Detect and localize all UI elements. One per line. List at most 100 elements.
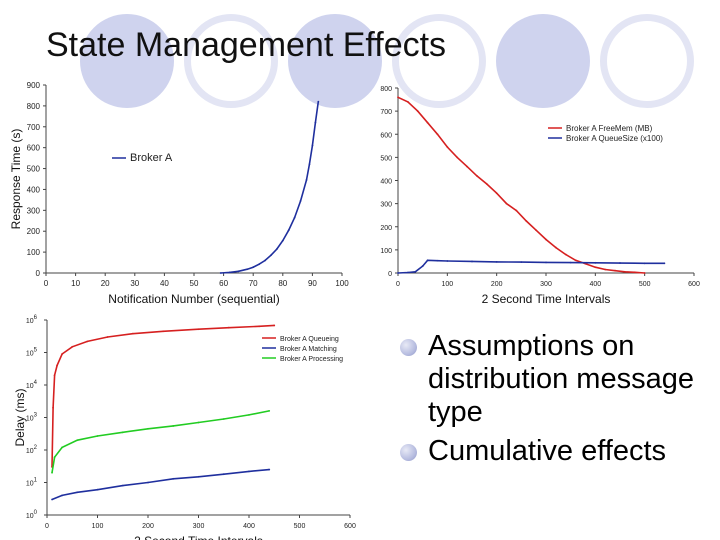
- x-tick-label: 100: [441, 281, 453, 288]
- data-point: [619, 262, 621, 264]
- data-point: [314, 121, 317, 124]
- data-point: [131, 332, 134, 335]
- y-tick-label: 0: [388, 271, 392, 278]
- data-point: [476, 174, 478, 177]
- x-tick-label: 80: [278, 279, 287, 288]
- x-tick-label: 300: [193, 523, 205, 530]
- y-tick-label: 600: [27, 144, 41, 153]
- data-point: [397, 272, 399, 274]
- x-tick-label: 500: [294, 523, 306, 530]
- y-tick-label: 102: [26, 445, 38, 455]
- data-point: [197, 328, 200, 331]
- x-axis-label: 2 Second Time Intervals: [134, 534, 263, 540]
- data-point: [222, 473, 225, 476]
- data-point: [633, 271, 636, 274]
- data-point: [554, 246, 557, 249]
- x-axis-label: Notification Number (sequential): [108, 292, 279, 306]
- data-point: [317, 100, 320, 103]
- data-point: [76, 491, 79, 494]
- data-point: [219, 272, 222, 274]
- y-tick-label: 0: [36, 269, 41, 278]
- series-line: [51, 468, 270, 501]
- y-tick-exponent: 5: [34, 348, 38, 354]
- decor-ring-2: [392, 14, 486, 108]
- y-tick-label: 500: [27, 165, 41, 174]
- data-point: [61, 353, 64, 355]
- data-point: [71, 345, 74, 348]
- data-point: [121, 431, 124, 434]
- series-line: [51, 410, 270, 473]
- data-point: [147, 481, 149, 484]
- data-point: [61, 446, 64, 449]
- legend-label: Broker A Processing: [280, 356, 343, 363]
- y-tick-label: 800: [380, 86, 392, 93]
- data-point: [406, 100, 409, 103]
- y-tick-label: 300: [27, 206, 41, 215]
- series-line: [220, 101, 320, 274]
- x-tick-label: 70: [249, 279, 258, 288]
- legend-label: Broker A FreeMem (MB): [566, 124, 653, 133]
- data-point: [258, 263, 261, 266]
- data-point: [495, 192, 498, 195]
- data-point: [268, 468, 271, 471]
- x-tick-label: 40: [160, 279, 169, 288]
- data-point: [287, 229, 290, 232]
- x-tick-label: 600: [344, 523, 356, 530]
- y-tick-label: 400: [27, 185, 41, 194]
- data-point: [273, 324, 276, 327]
- data-point: [299, 200, 302, 202]
- data-point: [237, 270, 240, 273]
- y-tick-exponent: 2: [34, 445, 38, 451]
- data-point: [106, 336, 109, 338]
- data-point: [172, 477, 175, 480]
- data-point: [53, 374, 56, 377]
- decor-circle-3: [496, 14, 590, 108]
- data-point: [525, 220, 528, 222]
- series-line: [397, 259, 665, 274]
- data-point: [594, 261, 597, 264]
- data-point: [574, 259, 577, 262]
- data-point: [248, 470, 250, 473]
- bullet-icon: [400, 339, 417, 356]
- data-point: [96, 488, 99, 491]
- data-point: [172, 425, 175, 427]
- data-point: [466, 165, 468, 168]
- decor-circle-1: [80, 14, 174, 108]
- data-point: [270, 254, 272, 257]
- y-axis-label: Delay (ms): [13, 388, 27, 446]
- series-line: [397, 96, 645, 274]
- legend-label: Broker A Matching: [280, 346, 337, 353]
- bullet-item: Assumptions on distribution message type: [400, 330, 715, 429]
- data-point: [614, 269, 616, 272]
- x-tick-label: 0: [396, 281, 400, 288]
- x-tick-label: 60: [219, 279, 228, 288]
- bullet-icon: [400, 444, 417, 461]
- y-tick-exponent: 0: [34, 510, 38, 516]
- data-point: [436, 133, 439, 136]
- data-point: [564, 253, 567, 256]
- y-tick-label: 100: [380, 248, 392, 255]
- data-point: [643, 272, 646, 274]
- data-point: [545, 261, 547, 264]
- data-point: [268, 409, 271, 412]
- data-point: [624, 270, 626, 273]
- data-point: [485, 183, 488, 185]
- x-tick-label: 500: [639, 281, 651, 288]
- freemem-queuesize-chart: 0 100 200 300 400 500 600 0 100 200 300 400 500 600 70…: [380, 86, 700, 306]
- data-point: [76, 439, 79, 442]
- y-tick-exponent: 6: [34, 315, 38, 321]
- data-point: [51, 498, 53, 501]
- data-point: [471, 260, 473, 263]
- data-point: [258, 325, 260, 328]
- data-point: [281, 239, 284, 242]
- data-point: [535, 229, 538, 232]
- y-tick-label: 200: [27, 227, 41, 236]
- x-tick-label: 400: [243, 523, 255, 530]
- data-point: [569, 261, 572, 264]
- data-point: [52, 406, 54, 409]
- x-tick-label: 200: [491, 281, 503, 288]
- bullet-list: Assumptions on distribution message type…: [400, 330, 715, 474]
- data-point: [293, 216, 296, 219]
- y-tick-exponent: 1: [34, 478, 38, 484]
- x-tick-label: 300: [540, 281, 552, 288]
